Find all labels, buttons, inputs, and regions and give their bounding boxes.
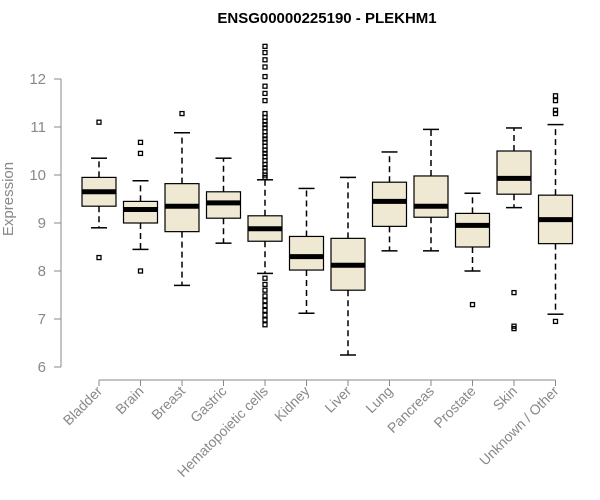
outlier-point [262, 302, 268, 309]
outlier-point [552, 93, 559, 99]
outlier-point [511, 325, 517, 332]
x-tick-label: Lung [362, 383, 395, 416]
box-pancreas [413, 128, 449, 252]
x-tick-label: Unknown / Other [476, 383, 562, 469]
box-brain [122, 139, 159, 274]
box-kidney [288, 187, 325, 314]
iqr-box [371, 181, 408, 227]
iqr-box [122, 200, 159, 224]
y-tick-label: 9 [38, 215, 46, 232]
outlier-point [262, 275, 268, 281]
outlier-point [262, 322, 268, 328]
iqr-box [496, 150, 532, 195]
box-gastric [205, 157, 242, 244]
outlier-point [552, 318, 559, 325]
box-bladder [81, 119, 117, 261]
box-liver [330, 176, 366, 356]
x-tick-label: Kidney [271, 383, 313, 425]
outlier-point [262, 57, 268, 63]
y-tick-label: 7 [38, 311, 46, 328]
outlier-point [262, 73, 268, 80]
outlier-point [137, 268, 144, 274]
y-tick-label: 11 [30, 119, 46, 136]
y-tick-label: 12 [29, 71, 46, 88]
outlier-point [262, 312, 268, 318]
outlier-point [262, 317, 268, 323]
y-tick-label: 8 [38, 263, 46, 280]
outlier-point [137, 139, 144, 146]
outlier-point [262, 174, 268, 181]
outlier-point [469, 301, 476, 308]
outlier-point [262, 49, 268, 56]
x-tick-label: Prostate [430, 383, 478, 431]
chart-title: ENSG00000225190 - PLEKHM1 [217, 10, 436, 27]
box-breast [164, 110, 200, 287]
y-tick-label: 6 [38, 359, 46, 376]
x-tick-label: Bladder [60, 383, 106, 429]
iqr-box [288, 235, 325, 271]
outlier-point [262, 43, 268, 50]
x-tick-label: Brain [112, 383, 146, 417]
box-unknown-other [537, 93, 574, 325]
outlier-point [262, 83, 268, 89]
outlier-point [179, 110, 185, 117]
outlier-point [262, 90, 268, 97]
outlier-point [552, 110, 559, 117]
outlier-point [262, 287, 268, 293]
x-tick-label: Breast [148, 383, 188, 423]
plot-area [81, 43, 574, 356]
outlier-point [96, 254, 102, 261]
y-tick-label: 10 [29, 167, 46, 184]
box-hematopoietic-cells [247, 43, 283, 328]
x-tick-label: Skin [490, 383, 521, 414]
outlier-point [552, 97, 559, 104]
outlier-point [262, 64, 268, 70]
outlier-point [262, 281, 268, 288]
y-axis-label: Expression [0, 162, 17, 236]
iqr-box [413, 175, 449, 218]
outlier-point [262, 97, 268, 104]
outlier-point [262, 293, 268, 299]
x-tick-label: Liver [321, 383, 354, 416]
box-prostate [454, 192, 491, 308]
outlier-point [137, 150, 144, 157]
box-skin [496, 127, 532, 332]
outlier-point [262, 307, 268, 314]
iqr-box [454, 212, 491, 248]
outlier-point [262, 298, 268, 304]
outlier-point [511, 289, 517, 296]
box-lung [371, 151, 408, 252]
outlier-point [96, 119, 102, 125]
